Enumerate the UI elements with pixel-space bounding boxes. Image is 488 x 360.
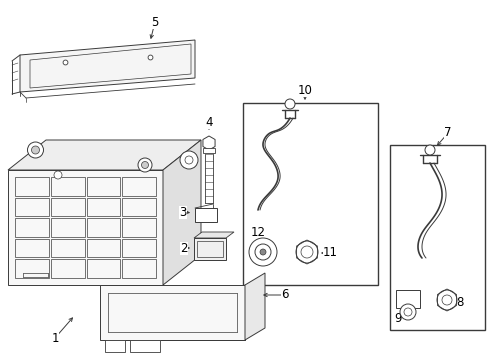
Text: 2: 2 <box>180 242 187 255</box>
Text: 4: 4 <box>205 116 212 129</box>
Circle shape <box>285 99 294 109</box>
Circle shape <box>141 162 148 168</box>
Polygon shape <box>130 340 160 352</box>
Text: 10: 10 <box>297 84 312 96</box>
Circle shape <box>295 241 317 263</box>
Polygon shape <box>8 140 201 170</box>
Polygon shape <box>244 273 264 340</box>
Circle shape <box>301 246 312 258</box>
Polygon shape <box>100 285 244 340</box>
Polygon shape <box>8 170 163 285</box>
Polygon shape <box>20 40 195 92</box>
Text: 6: 6 <box>281 288 288 302</box>
Polygon shape <box>194 232 234 238</box>
Polygon shape <box>105 340 125 352</box>
Circle shape <box>248 238 276 266</box>
Circle shape <box>260 249 265 255</box>
Circle shape <box>184 156 193 164</box>
Text: 3: 3 <box>179 206 186 219</box>
Circle shape <box>399 304 415 320</box>
Circle shape <box>180 151 198 169</box>
Bar <box>197 241 223 257</box>
Circle shape <box>424 145 434 155</box>
Text: 1: 1 <box>51 332 59 345</box>
Circle shape <box>31 146 40 154</box>
Text: 5: 5 <box>151 15 159 28</box>
Polygon shape <box>163 140 201 285</box>
Circle shape <box>138 158 152 172</box>
Text: 12: 12 <box>250 225 265 238</box>
Text: 11: 11 <box>322 247 337 260</box>
Bar <box>203 148 215 153</box>
Bar <box>389 145 484 330</box>
Text: 7: 7 <box>443 126 451 139</box>
Circle shape <box>441 295 451 305</box>
Polygon shape <box>194 238 225 260</box>
Circle shape <box>436 290 456 310</box>
Bar <box>243 103 377 285</box>
Bar <box>395 290 419 308</box>
Text: 8: 8 <box>455 296 463 309</box>
Polygon shape <box>203 136 215 150</box>
Circle shape <box>403 308 411 316</box>
Circle shape <box>254 244 270 260</box>
Polygon shape <box>195 208 217 222</box>
Text: 9: 9 <box>393 311 401 324</box>
Circle shape <box>27 142 43 158</box>
Circle shape <box>54 171 62 179</box>
